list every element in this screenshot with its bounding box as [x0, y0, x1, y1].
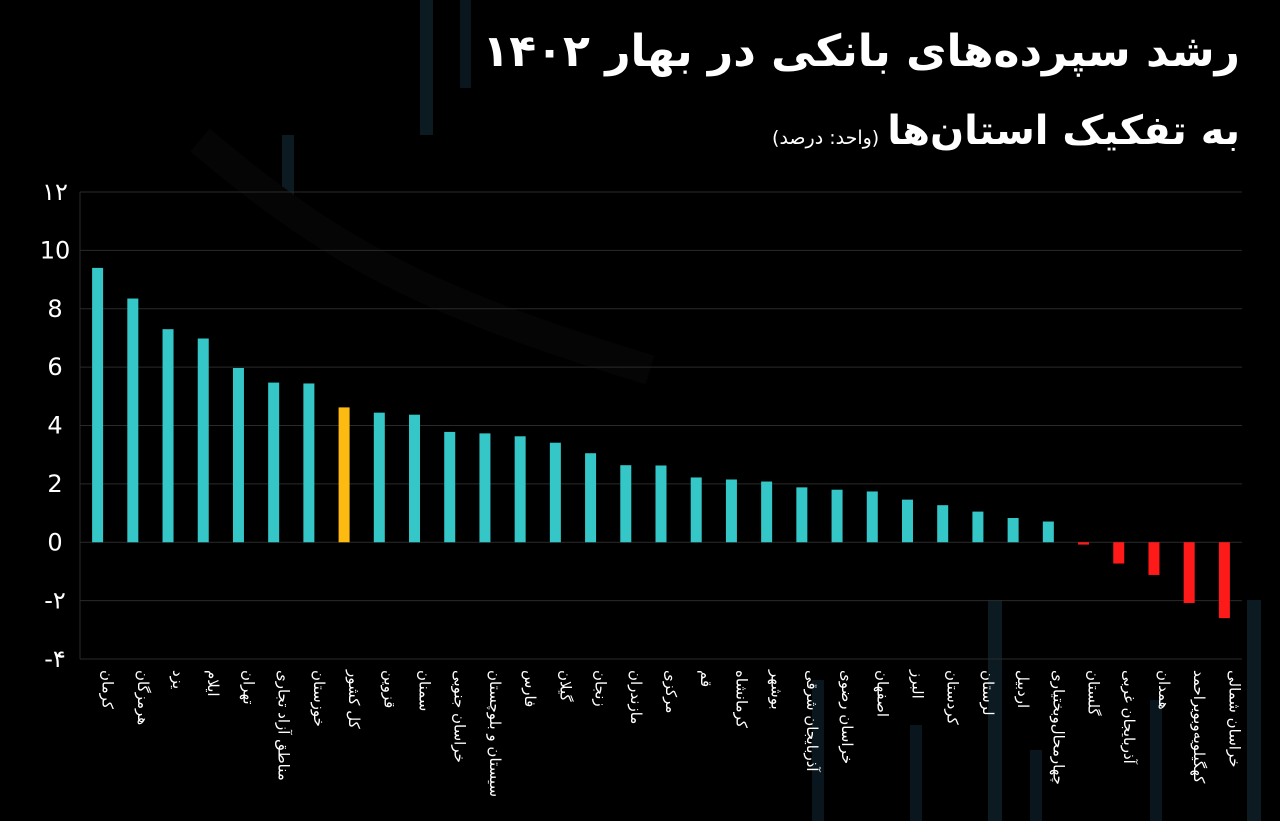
x-tick-label: زنجان — [592, 670, 610, 707]
gridlines — [79, 191, 1242, 660]
y-tick-label: ۱۲ — [42, 178, 68, 206]
bar — [268, 382, 280, 543]
x-tick-label: فارس — [521, 670, 539, 707]
bar — [761, 481, 773, 543]
bar — [1007, 518, 1019, 543]
x-tick-label: سیستان و بلوچستان — [486, 670, 504, 797]
x-tick-label: کهگیلویه‌وبویراحمد — [1190, 670, 1208, 784]
bar — [549, 442, 561, 543]
bar — [92, 267, 104, 543]
y-axis-tick-labels: ۱۲ 10 8 6 4 2 0 -۲ -۴ — [40, 178, 71, 673]
x-tick-label: کل کشور — [345, 669, 363, 730]
x-tick-label: قم — [697, 670, 715, 687]
y-tick-label: 8 — [47, 295, 62, 323]
bar — [479, 433, 491, 543]
x-tick-label: کرمان — [99, 670, 117, 710]
x-tick-label: خراسان رضوی — [838, 670, 856, 764]
x-axis-category-labels: کرمان هرمزگان یزد ایلام تهران مناطق آزاد تجار… — [99, 669, 1244, 797]
chart-subtitle: به تفکیک استان‌ها — [887, 108, 1240, 154]
x-tick-label: البرز — [908, 669, 926, 699]
bar — [444, 431, 456, 543]
y-tick-label: 2 — [47, 470, 62, 498]
bar — [373, 412, 385, 543]
x-tick-label: اردبیل — [1014, 670, 1032, 708]
x-tick-label: بوشهر — [768, 669, 786, 710]
y-tick-label: 4 — [47, 412, 62, 440]
bar — [514, 436, 526, 543]
x-tick-label: اصفهان — [873, 670, 891, 717]
x-tick-label: کرمانشاه — [732, 670, 750, 729]
bar — [409, 414, 421, 543]
x-tick-label: هرمزگان — [134, 670, 152, 725]
bar — [866, 491, 878, 543]
bar — [303, 383, 315, 543]
y-tick-label: -۲ — [44, 587, 66, 615]
x-tick-label: آذربایجان غربی — [1120, 670, 1138, 765]
x-tick-label: گلستان — [1085, 670, 1103, 716]
x-tick-label: ایلام — [204, 670, 222, 697]
bar — [1113, 542, 1125, 564]
bar — [972, 511, 984, 543]
bar — [162, 329, 174, 543]
bar — [725, 479, 737, 543]
bar — [585, 453, 597, 543]
bars — [92, 267, 1230, 619]
x-tick-label: همدان — [1155, 670, 1173, 710]
y-tick-label: 6 — [47, 353, 62, 381]
chart-title: رشد سپرده‌های بانکی در بهار ۱۴۰۲ — [482, 26, 1240, 77]
x-tick-label: مناطق آزاد تجاری — [275, 670, 293, 781]
subtitle-line: به تفکیک استان‌ها (واحد: درصد) — [772, 108, 1240, 154]
bar — [232, 368, 244, 543]
x-tick-label: خراسان جنوبی — [451, 670, 469, 763]
x-tick-label: قزوین — [380, 670, 398, 708]
x-tick-label: سمنان — [416, 670, 434, 711]
x-tick-label: تهران — [239, 670, 257, 705]
bar — [127, 298, 139, 543]
unit-note: (واحد: درصد) — [772, 127, 880, 149]
bar — [1078, 542, 1090, 545]
bar — [690, 477, 702, 543]
y-tick-label: -۴ — [44, 645, 66, 673]
x-tick-label: آذربایجان شرقی — [803, 670, 821, 772]
bar — [197, 338, 209, 543]
x-tick-label: مرکزی — [662, 670, 680, 713]
bar — [937, 505, 949, 543]
bar — [1042, 521, 1054, 543]
x-tick-label: خراسان شمالی — [1225, 670, 1243, 768]
bar — [620, 465, 632, 543]
bar — [338, 407, 350, 543]
x-tick-label: خوزستان — [310, 670, 328, 727]
x-tick-label: لرستان — [979, 670, 997, 716]
x-tick-label: چهارمحال‌وبختیاری — [1049, 670, 1067, 785]
bar — [1183, 542, 1195, 603]
bar — [655, 465, 667, 543]
x-tick-label: کردستان — [944, 670, 962, 726]
x-tick-label: گیلان — [556, 670, 574, 702]
bar — [901, 499, 913, 543]
bar — [831, 489, 843, 543]
bar — [796, 487, 808, 543]
bar — [1148, 542, 1160, 575]
y-tick-label: 0 — [47, 528, 62, 556]
x-tick-label: مازندران — [627, 670, 645, 724]
y-tick-label: 10 — [40, 236, 71, 264]
bar — [1218, 542, 1230, 619]
x-tick-label: یزد — [169, 670, 187, 689]
